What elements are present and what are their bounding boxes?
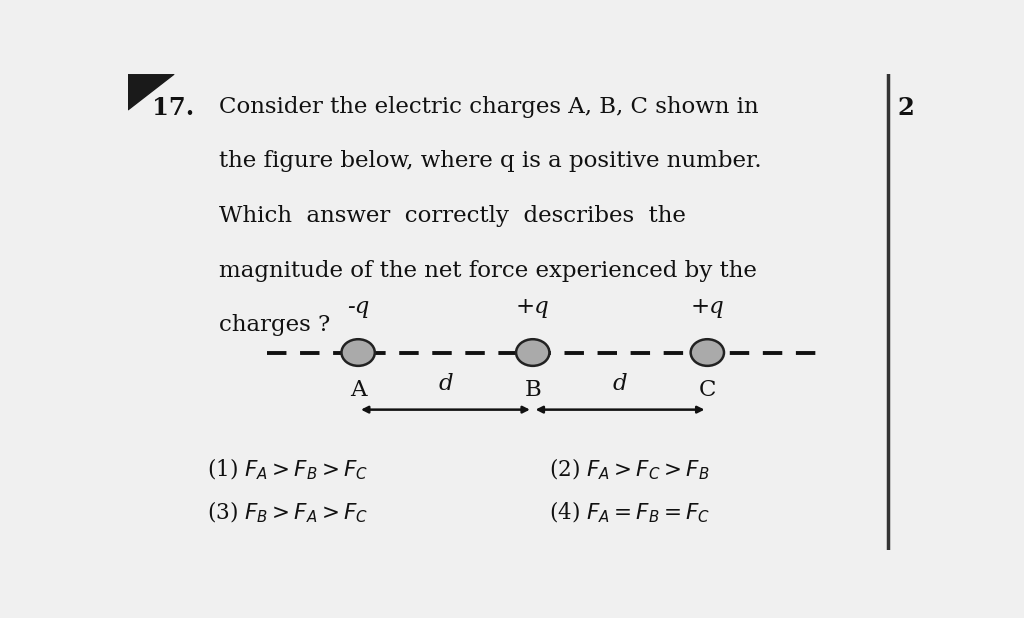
Ellipse shape bbox=[341, 339, 375, 366]
Text: Consider the electric charges A, B, C shown in: Consider the electric charges A, B, C sh… bbox=[219, 96, 759, 117]
Ellipse shape bbox=[516, 339, 550, 366]
Text: Which  answer  correctly  describes  the: Which answer correctly describes the bbox=[219, 205, 686, 227]
Text: B: B bbox=[524, 379, 541, 400]
Text: d: d bbox=[612, 373, 628, 396]
Ellipse shape bbox=[690, 339, 724, 366]
Polygon shape bbox=[128, 74, 174, 110]
Text: (4) $F_{A}=F_{B}=F_{C}$: (4) $F_{A}=F_{B}=F_{C}$ bbox=[549, 500, 710, 525]
Text: 2: 2 bbox=[898, 96, 914, 119]
Text: +q: +q bbox=[690, 296, 724, 318]
Text: (1) $F_{A}>F_{B}>F_{C}$: (1) $F_{A}>F_{B}>F_{C}$ bbox=[207, 457, 369, 483]
Text: d: d bbox=[438, 373, 453, 396]
Text: 17.: 17. bbox=[152, 96, 195, 119]
Text: the figure below, where q is a positive number.: the figure below, where q is a positive … bbox=[219, 150, 762, 172]
Text: -q: -q bbox=[347, 296, 370, 318]
Text: charges ?: charges ? bbox=[219, 315, 331, 336]
Text: (3) $F_{B}>F_{A}>F_{C}$: (3) $F_{B}>F_{A}>F_{C}$ bbox=[207, 500, 369, 525]
Text: (2) $F_{A}>F_{C}>F_{B}$: (2) $F_{A}>F_{C}>F_{B}$ bbox=[549, 457, 710, 483]
Text: magnitude of the net force experienced by the: magnitude of the net force experienced b… bbox=[219, 260, 757, 282]
Text: C: C bbox=[698, 379, 716, 400]
Text: A: A bbox=[350, 379, 367, 400]
Text: +q: +q bbox=[516, 296, 550, 318]
